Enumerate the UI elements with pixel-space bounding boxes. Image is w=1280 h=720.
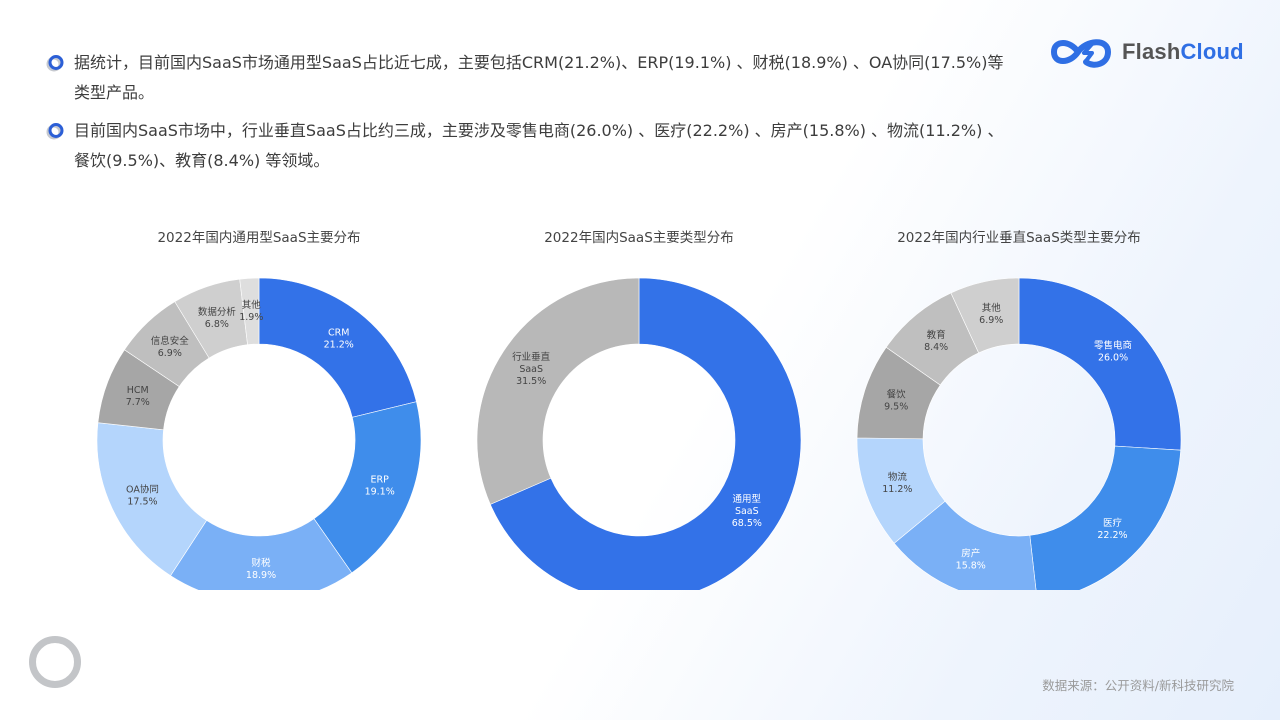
slice-label: 7.7% <box>126 397 150 408</box>
donut-slice <box>1018 277 1182 451</box>
slice-label: 物流 <box>888 471 908 483</box>
slice-label: 18.9% <box>246 570 276 581</box>
slice-label: HCM <box>127 385 149 396</box>
slice-label: 医疗 <box>1103 517 1123 529</box>
slice-label: 8.4% <box>924 342 948 353</box>
donut-slice <box>489 277 802 590</box>
slice-label: 31.5% <box>516 376 546 387</box>
donut-slice <box>950 277 1020 354</box>
slice-label: 6.9% <box>979 315 1003 326</box>
slice-label: 餐饮 <box>887 389 907 401</box>
slice-label: 17.5% <box>127 496 157 507</box>
donut-slice <box>1029 445 1181 590</box>
slice-label: 19.1% <box>365 487 395 498</box>
chart-title: 2022年国内行业垂直SaaS类型主要分布 <box>897 230 1141 246</box>
chart-saas-types: 2022年国内SaaS主要类型分布 通用型 SaaS 68.5% 行业垂直 SaaS 31… <box>476 226 802 590</box>
slice-label: ERP <box>371 475 390 486</box>
donut-slice <box>258 277 417 418</box>
slice-label: 其他 <box>242 299 262 311</box>
slice-label: 信息安全 <box>151 335 190 347</box>
ring-bullet-icon <box>46 55 64 72</box>
slice-label: SaaS <box>519 364 543 375</box>
ring-bullet-icon <box>46 123 64 140</box>
slice-label: 26.0% <box>1098 353 1128 364</box>
donut-slice <box>476 277 640 505</box>
slice-label: 数据分析 <box>198 306 237 318</box>
donut-slice <box>170 518 353 590</box>
slice-label: 15.8% <box>956 561 986 572</box>
donut-slice <box>239 277 260 346</box>
slice-label: CRM <box>328 328 349 339</box>
slice-label: 教育 <box>927 329 946 341</box>
slice-label: 6.8% <box>205 319 229 330</box>
slice-label: 财税 <box>252 557 272 569</box>
slice-label: 通用型 <box>733 494 762 505</box>
slice-label: 6.9% <box>158 348 182 359</box>
bullet-text: 据统计，目前国内SaaS市场通用型SaaS占比近七成，主要包括CRM(21.2%… <box>74 53 1004 102</box>
chart-general-saas: 2022年国内通用型SaaS主要分布 CRM 21.2% ERP 19.1% 财税 18.… <box>96 226 422 590</box>
chart-title: 2022年国内SaaS主要类型分布 <box>544 230 734 246</box>
slice-label: 零售电商 <box>1094 340 1132 352</box>
logo-text: FlashCloud <box>1122 39 1244 64</box>
decorative-ring-icon <box>29 636 81 688</box>
slice-label: 21.2% <box>324 340 354 351</box>
bullet-list: 据统计，目前国内SaaS市场通用型SaaS占比近七成，主要包括CRM(21.2%… <box>44 48 1004 184</box>
bullet-item: 目前国内SaaS市场中，行业垂直SaaS占比约三成，主要涉及零售电商(26.0%… <box>44 116 1004 176</box>
data-source-note: 数据来源：公开资料/新科技研究院 <box>1042 678 1234 693</box>
brand-logo: FlashCloud <box>1048 30 1244 74</box>
cloud-lightning-logo-icon <box>1050 39 1112 68</box>
slice-label: 1.9% <box>239 312 263 323</box>
bullet-text: 目前国内SaaS市场中，行业垂直SaaS占比约三成，主要涉及零售电商(26.0%… <box>74 121 1004 170</box>
slice-label: SaaS <box>735 506 759 517</box>
bullet-item: 据统计，目前国内SaaS市场通用型SaaS占比近七成，主要包括CRM(21.2%… <box>44 48 1004 108</box>
slice-label: 68.5% <box>732 518 762 529</box>
slice-label: 22.2% <box>1097 530 1127 541</box>
chart-title: 2022年国内通用型SaaS主要分布 <box>157 230 361 246</box>
chart-vertical-saas: 2022年国内行业垂直SaaS类型主要分布 零售电商 26.0% 医疗 22.2% 房产… <box>856 226 1182 590</box>
slice-label: 11.2% <box>882 484 912 495</box>
slice-label: 9.5% <box>884 402 908 413</box>
slice-label: OA协同 <box>126 483 159 495</box>
slice-label: 其他 <box>982 302 1002 314</box>
slice-label: 房产 <box>961 548 980 560</box>
slice-label: 行业垂直 <box>512 351 551 363</box>
